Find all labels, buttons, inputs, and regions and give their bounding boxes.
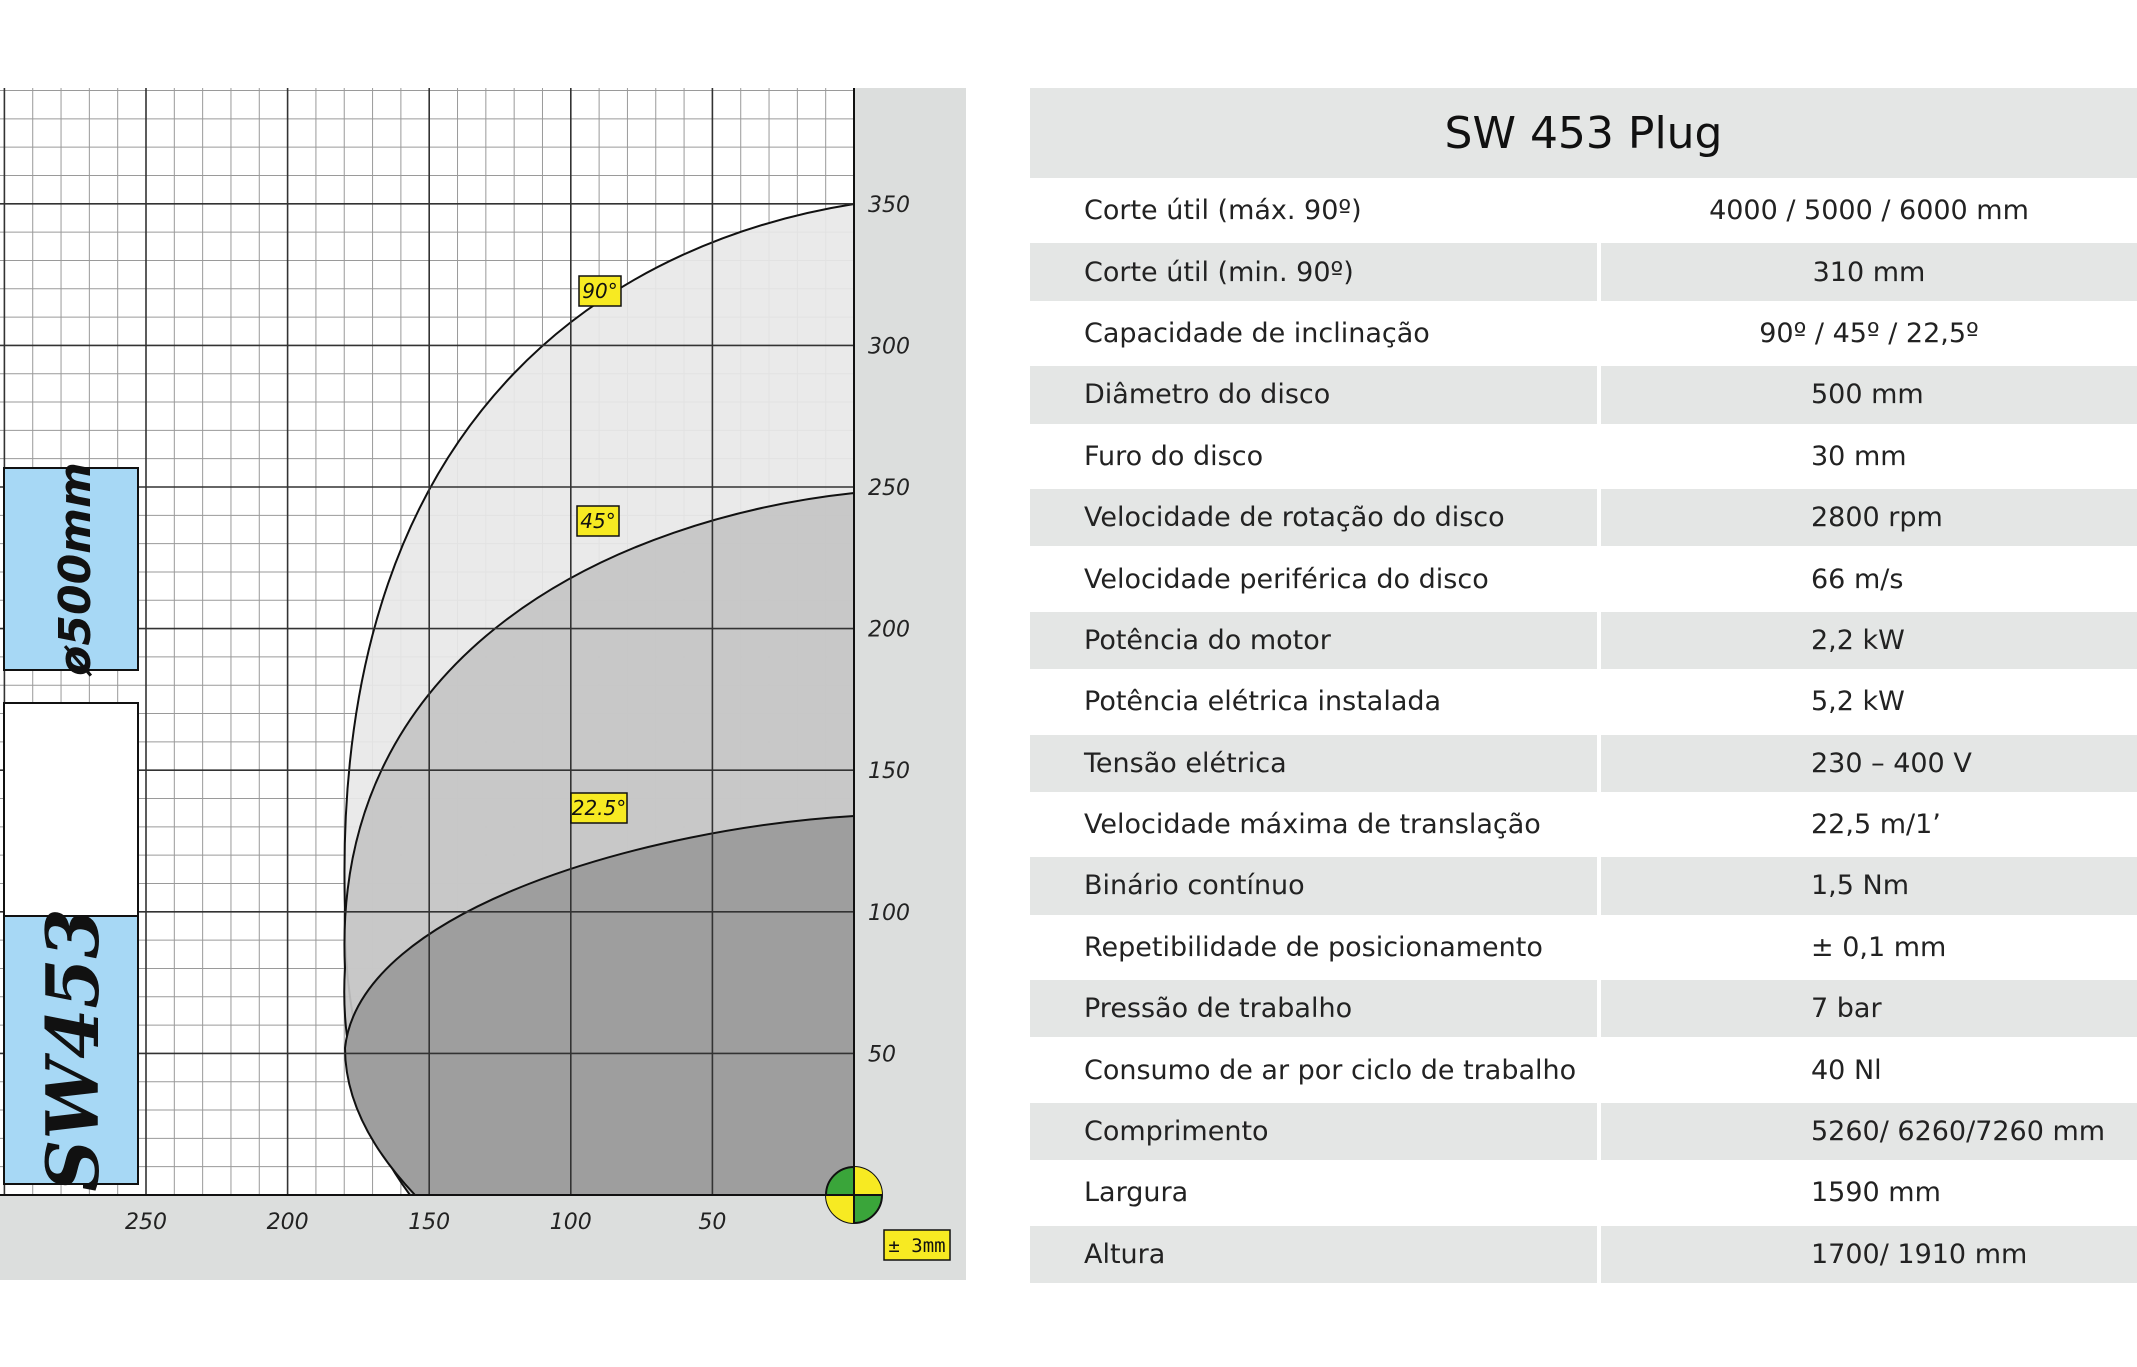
- spec-label: Corte útil (min. 90º): [1030, 243, 1597, 301]
- angle-label-45: 45°: [576, 505, 620, 537]
- tolerance-badge: ± 3mm: [883, 1229, 951, 1261]
- spec-row: Velocidade máxima de translação 22,5 m/1’: [1030, 796, 2137, 853]
- y-tick-label: 50: [868, 1042, 896, 1067]
- model-label-box: [3, 915, 139, 1185]
- spec-label: Repetibilidade de posicionamento: [1084, 931, 1543, 963]
- spec-row: Velocidade periférica do disco 66 m/s: [1030, 550, 2137, 607]
- spec-row: Potência do motor 2,2 kW: [1030, 611, 2137, 670]
- chart-canvas: 350 300 250 200 150 100 50 250 200 150 100 50 ø500…: [0, 88, 966, 1280]
- spec-value: 1700/ 1910 mm: [1601, 1225, 2137, 1284]
- spec-value: 2,2 kW: [1601, 611, 2137, 670]
- spec-row: Corte útil (min. 90º) 310 mm: [1030, 243, 2137, 301]
- spec-row: Consumo de ar por ciclo de trabalho 40 Nl: [1030, 1041, 2137, 1098]
- spec-row: Furo do disco 30 mm: [1030, 428, 2137, 485]
- spec-row: Corte útil (máx. 90º) 4000 / 5000 / 6000 …: [1030, 182, 2137, 239]
- y-tick-label: 150: [868, 759, 910, 784]
- spec-row: Altura 1700/ 1910 mm: [1030, 1225, 2137, 1284]
- spec-label: Largura: [1084, 1177, 1189, 1209]
- spec-value: 66 m/s: [1811, 563, 1904, 595]
- x-tick-label: 200: [267, 1210, 309, 1235]
- x-tick-label: 50: [698, 1210, 726, 1235]
- spec-label: Consumo de ar por ciclo de trabalho: [1084, 1054, 1577, 1086]
- spec-value: 30 mm: [1811, 440, 1907, 472]
- spec-value: 2800 rpm: [1601, 488, 2137, 547]
- spec-label: Potência elétrica instalada: [1084, 686, 1442, 718]
- spec-row: Tensão elétrica 230 – 400 V: [1030, 734, 2137, 792]
- spec-row: Diâmetro do disco 500 mm: [1030, 366, 2137, 424]
- x-tick-label: 250: [125, 1210, 167, 1235]
- chart-right-margin: [854, 88, 966, 1280]
- diameter-label: ø500mm: [50, 462, 101, 677]
- spec-label: Corte útil (máx. 90º): [1084, 195, 1362, 227]
- y-tick-label: 100: [868, 901, 910, 926]
- spec-value: 5260/ 6260/7260 mm: [1601, 1102, 2137, 1161]
- chart-bottom-margin: [0, 1195, 966, 1280]
- spec-label: Velocidade máxima de translação: [1084, 809, 1541, 841]
- x-tick-label: 100: [550, 1210, 592, 1235]
- spec-row: Comprimento 5260/ 6260/7260 mm: [1030, 1102, 2137, 1161]
- spec-value: 90º / 45º / 22,5º: [1759, 317, 1979, 349]
- spec-value: 4000 / 5000 / 6000 mm: [1709, 195, 2029, 227]
- spec-label: Capacidade de inclinação: [1084, 317, 1430, 349]
- cutting-zones: [343, 202, 855, 1196]
- spec-row: Capacidade de inclinação 90º / 45º / 22,5…: [1030, 305, 2137, 362]
- blank-label-box: [3, 702, 139, 917]
- y-tick-label: 250: [868, 476, 910, 501]
- spec-value: 310 mm: [1601, 243, 2137, 301]
- spec-row: Largura 1590 mm: [1030, 1164, 2137, 1221]
- spec-label: Furo do disco: [1084, 440, 1264, 472]
- spec-row: Pressão de trabalho 7 bar: [1030, 980, 2137, 1038]
- y-tick-label: 300: [868, 334, 910, 359]
- spec-label: Binário contínuo: [1030, 857, 1597, 915]
- cutting-capacity-chart: 350 300 250 200 150 100 50 250 200 150 100 50 ø500…: [0, 88, 966, 1280]
- spec-label: Comprimento: [1030, 1102, 1597, 1161]
- spec-label: Velocidade de rotação do disco: [1030, 488, 1597, 547]
- spec-label: Pressão de trabalho: [1030, 980, 1597, 1038]
- spec-row: Velocidade de rotação do disco 2800 rpm: [1030, 488, 2137, 547]
- origin-marker-icon: [825, 1166, 883, 1224]
- spec-row: Repetibilidade de posicionamento ± 0,1 mm: [1030, 919, 2137, 976]
- spec-value: ± 0,1 mm: [1811, 931, 1947, 963]
- spec-label: Altura: [1030, 1225, 1597, 1284]
- spec-value: 500 mm: [1601, 366, 2137, 424]
- spec-table-title: SW 453 Plug: [1030, 88, 2137, 178]
- angle-label-90: 90°: [578, 275, 622, 307]
- spec-label: Tensão elétrica: [1030, 734, 1597, 792]
- svg-text:90°: 90°: [582, 279, 617, 303]
- spec-rows: Corte útil (máx. 90º) 4000 / 5000 / 6000 …: [1030, 182, 2137, 1284]
- x-tick-label: 150: [408, 1210, 450, 1235]
- spec-value: 5,2 kW: [1811, 686, 1905, 718]
- spec-value: 40 Nl: [1811, 1054, 1882, 1086]
- spec-value: 230 – 400 V: [1601, 734, 2137, 792]
- spec-value: 1590 mm: [1811, 1177, 1941, 1209]
- model-label: SW453: [30, 908, 115, 1191]
- spec-row: Potência elétrica instalada 5,2 kW: [1030, 673, 2137, 730]
- spec-value: 1,5 Nm: [1601, 857, 2137, 915]
- y-tick-labels: 350 300 250 200 150 100 50: [868, 193, 910, 1068]
- spec-label: Potência do motor: [1030, 611, 1597, 670]
- spec-table: SW 453 Plug Corte útil (máx. 90º) 4000 / …: [1030, 88, 2137, 1284]
- svg-text:45°: 45°: [580, 509, 615, 533]
- x-tick-labels: 250 200 150 100 50: [125, 1210, 726, 1235]
- y-tick-label: 200: [868, 618, 910, 643]
- spec-label: Diâmetro do disco: [1030, 366, 1597, 424]
- zone-22-5: [343, 814, 855, 1196]
- spec-value: 7 bar: [1601, 980, 2137, 1038]
- diameter-label-box: [3, 467, 139, 671]
- svg-text:± 3mm: ± 3mm: [888, 1235, 945, 1257]
- spec-label: Velocidade periférica do disco: [1084, 563, 1489, 595]
- spec-value: 22,5 m/1’: [1811, 809, 1941, 841]
- angle-label-22-5: 22.5°: [570, 792, 628, 824]
- spec-row: Binário contínuo 1,5 Nm: [1030, 857, 2137, 915]
- y-tick-label: 350: [868, 193, 910, 218]
- svg-text:22.5°: 22.5°: [572, 796, 627, 820]
